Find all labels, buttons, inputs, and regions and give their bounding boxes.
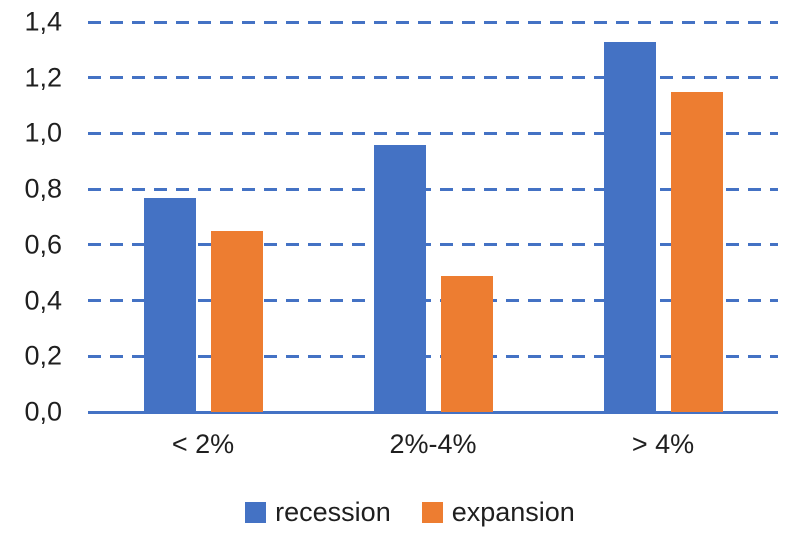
bar-recession xyxy=(603,41,656,412)
gridline xyxy=(88,76,778,80)
x-tick-label: < 2% xyxy=(171,429,235,459)
gridline xyxy=(88,243,778,247)
gridline xyxy=(88,299,778,303)
y-tick-label: 0,6 xyxy=(24,229,62,260)
bar-recession xyxy=(373,144,426,412)
y-tick-label: 0,0 xyxy=(24,396,62,427)
legend-swatch-icon xyxy=(245,502,267,523)
bar-expansion xyxy=(440,275,493,412)
x-tick-label: 2%-4% xyxy=(389,429,477,459)
legend: recession expansion xyxy=(10,499,800,526)
legend-item-expansion: expansion xyxy=(421,497,575,527)
legend-swatch-icon xyxy=(421,502,443,523)
bar-group xyxy=(88,22,318,412)
gridline xyxy=(88,20,778,24)
y-tick-label: 1,2 xyxy=(24,62,62,93)
bar-recession xyxy=(143,197,196,412)
y-tick-label: 1,0 xyxy=(24,117,62,148)
y-tick-label: 0,2 xyxy=(24,340,62,371)
x-axis-line xyxy=(88,410,778,414)
x-tick-label: > 4% xyxy=(631,429,695,459)
y-axis-tick-labels: 0,0 0,2 0,4 0,6 0,8 1,0 1,2 1,4 xyxy=(0,8,62,425)
y-tick-label: 1,4 xyxy=(24,6,62,37)
bar-group xyxy=(548,22,778,412)
gridline xyxy=(88,187,778,191)
bar-expansion xyxy=(210,230,263,412)
y-tick-label: 0,4 xyxy=(24,285,62,316)
x-axis-tick-labels: < 2% 2%-4% > 4% xyxy=(88,429,778,460)
y-tick-label: 0,8 xyxy=(24,173,62,204)
bar-group xyxy=(318,22,548,412)
legend-item-recession: recession xyxy=(245,499,391,526)
bar-groups xyxy=(88,22,778,412)
plot-area xyxy=(88,20,778,414)
gridline xyxy=(88,354,778,358)
gridline xyxy=(88,131,778,135)
legend-label: expansion xyxy=(451,497,575,527)
bar-expansion xyxy=(670,91,723,412)
legend-label: recession xyxy=(275,497,391,527)
